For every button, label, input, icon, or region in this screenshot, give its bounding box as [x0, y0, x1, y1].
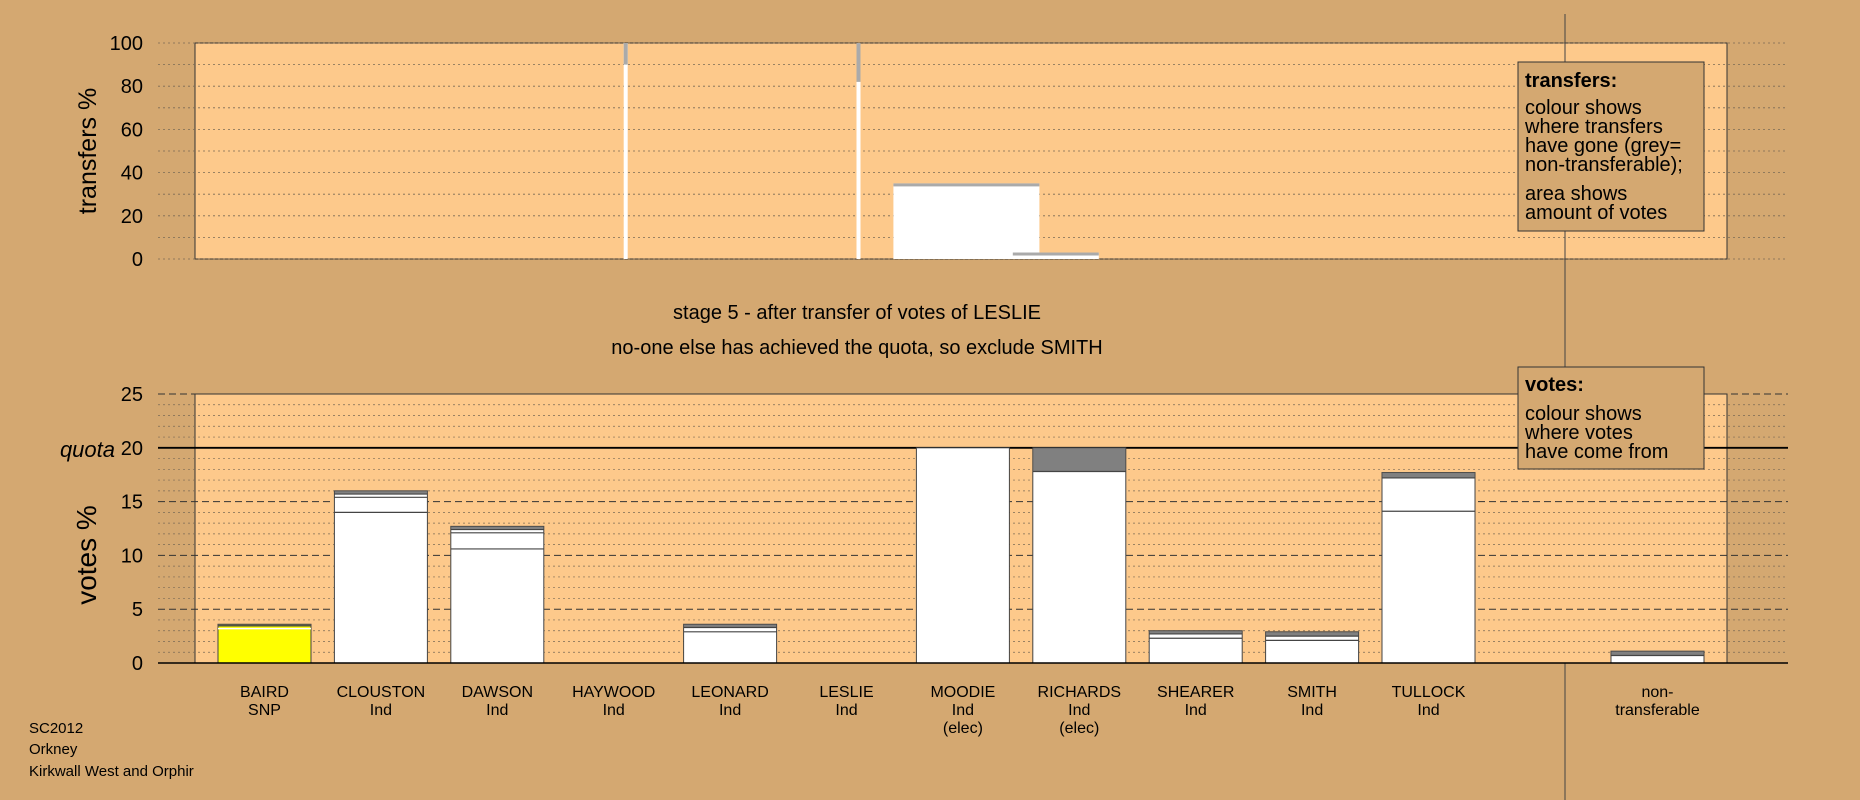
transfers-legend-line: non-transferable); — [1525, 154, 1683, 176]
transfer-nontransferable-segment — [856, 43, 861, 82]
candidate-name-label: BAIRD — [240, 684, 289, 701]
transfer-bar-richards — [1012, 252, 1099, 259]
transfers-legend-line: area shows — [1525, 183, 1627, 205]
candidate-name-label: MOODIE — [930, 684, 995, 701]
transfers-legend-title: transfers: — [1525, 70, 1617, 92]
vote-bar-smith — [1265, 631, 1360, 664]
transfers-y-axis-label: transfers % — [74, 88, 102, 214]
vote-bar-dawson — [450, 525, 545, 664]
votes-y-tick-label: 15 — [121, 492, 143, 514]
transfers-legend-line: where transfers — [1524, 116, 1663, 138]
transfers-y-tick-label: 80 — [121, 76, 143, 98]
vote-bar-cap-band — [1032, 447, 1126, 472]
candidate-party-label: SNP — [248, 702, 281, 719]
transfer-bar-top-edge — [893, 183, 1040, 187]
vote-bar-cap-band — [450, 526, 544, 530]
nontransferable-label: non- — [1641, 684, 1673, 701]
vote-bar-clouston — [333, 490, 428, 664]
candidate-name-label: SMITH — [1287, 684, 1337, 701]
votes-legend-line: have come from — [1525, 441, 1668, 463]
quota-label: quota — [60, 437, 115, 462]
candidate-name-label: TULLOCK — [1392, 684, 1466, 701]
candidate-status-label: (elec) — [943, 720, 983, 737]
stage-title: stage 5 - after transfer of votes of LES… — [673, 302, 1041, 324]
candidate-name-label: LEONARD — [691, 684, 768, 701]
votes-y-tick-label: 20 — [121, 438, 143, 460]
nontransferable-label: transferable — [1615, 702, 1700, 719]
footer-council: Orkney — [29, 741, 78, 758]
votes-legend-line: where votes — [1524, 422, 1633, 444]
candidate-name-label: RICHARDS — [1038, 684, 1122, 701]
transfers-y-tick-label: 20 — [121, 206, 143, 228]
vote-bar-cap-band — [683, 624, 777, 628]
vote-bar-leonard — [683, 623, 778, 664]
votes-y-tick-label: 10 — [121, 545, 143, 567]
votes-y-axis-label: votes % — [71, 505, 102, 605]
vote-bar-shearer — [1148, 630, 1243, 664]
transfers-legend-line: have gone (grey= — [1525, 135, 1681, 157]
candidate-party-label: Ind — [1068, 702, 1090, 719]
vote-bar-cap-band — [1382, 472, 1475, 478]
candidate-name-label: DAWSON — [462, 684, 533, 701]
candidate-name-label: SHEARER — [1157, 684, 1234, 701]
votes-legend: votes: colour shows where votes have com… — [1517, 366, 1705, 470]
votes-legend-line: colour shows — [1525, 403, 1642, 425]
vote-bar-moodie — [915, 447, 1010, 664]
candidate-party-label: Ind — [603, 702, 625, 719]
votes-y-tick-label: 25 — [121, 384, 143, 406]
transfers-legend-line: amount of votes — [1525, 202, 1667, 224]
transfer-line-haywood — [623, 43, 628, 259]
vote-bar-cap-band — [1611, 651, 1704, 656]
footer-election: SC2012 — [29, 720, 83, 737]
vote-bar-cap-band — [334, 490, 428, 495]
votes-legend-title: votes: — [1525, 374, 1584, 396]
candidate-party-label: Ind — [719, 702, 741, 719]
votes-y-tick-label: 0 — [132, 653, 143, 675]
transfer-nontransferable-segment — [623, 43, 628, 65]
votes-y-tick-label: 5 — [132, 599, 143, 621]
stage-status: no-one else has achieved the quota, so e… — [611, 337, 1102, 359]
candidate-party-label: Ind — [1185, 702, 1207, 719]
vote-bar-tullock — [1381, 472, 1476, 664]
vote-bar-cap-band — [1149, 630, 1243, 634]
candidate-name-label: LESLIE — [819, 684, 873, 701]
transfer-bar-top-edge — [1012, 252, 1099, 256]
vote-bar-baird — [217, 623, 312, 664]
footer-ward: Kirkwall West and Orphir — [29, 763, 194, 780]
candidate-name-label: HAYWOOD — [572, 684, 655, 701]
transfers-y-tick-label: 100 — [110, 33, 143, 55]
transfers-panel: 0 20 40 60 80 100 transfers % — [74, 33, 1788, 271]
transfers-legend-box — [1517, 61, 1705, 232]
transfers-y-tick-label: 60 — [121, 119, 143, 141]
vote-bar-cap-band — [218, 624, 311, 627]
candidate-party-label: Ind — [952, 702, 974, 719]
transfers-legend-line: colour shows — [1525, 97, 1642, 119]
votes-legend-box — [1517, 366, 1705, 470]
candidate-name-label: CLOUSTON — [337, 684, 426, 701]
vote-bar-cap-band — [1265, 631, 1359, 637]
candidate-party-label: Ind — [370, 702, 392, 719]
candidate-party-label: Ind — [1301, 702, 1323, 719]
transfer-line-leslie — [856, 43, 861, 259]
transfers-y-tick-label: 0 — [132, 249, 143, 271]
candidate-party-label: Ind — [486, 702, 508, 719]
candidate-party-label: Ind — [835, 702, 857, 719]
transfer-bar-moodie — [893, 183, 1040, 259]
transfers-legend: transfers: colour shows where transfers … — [1517, 61, 1705, 232]
candidate-party-label: Ind — [1417, 702, 1439, 719]
vote-bar-richards — [1032, 447, 1127, 664]
candidate-status-label: (elec) — [1059, 720, 1099, 737]
transfers-y-tick-label: 40 — [121, 163, 143, 185]
